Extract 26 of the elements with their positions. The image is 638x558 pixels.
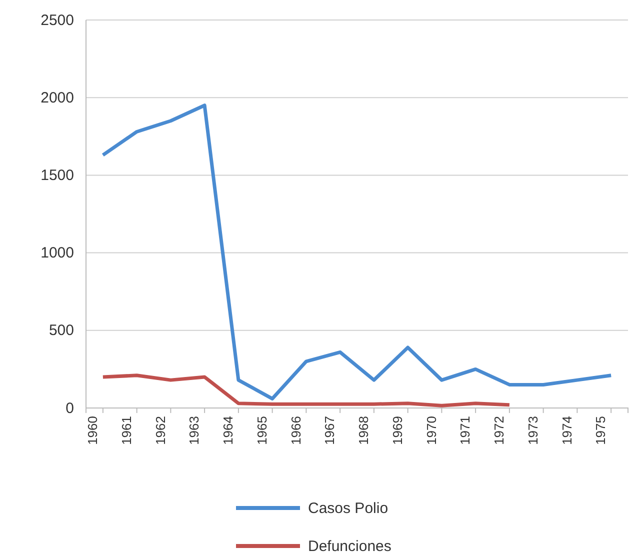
y-tick-label: 1000: [40, 244, 74, 262]
legend-label: Casos Polio: [308, 500, 388, 517]
x-tick-label: 1963: [186, 416, 202, 445]
x-tick-label: 1961: [118, 416, 134, 445]
x-tick-label: 1972: [492, 416, 507, 445]
x-tick-label: 1967: [322, 416, 338, 445]
x-tick-label: 1968: [356, 416, 372, 445]
x-tick-label: 1971: [458, 416, 473, 445]
x-tick-label: 1974: [559, 416, 574, 445]
y-tick-label: 2500: [40, 12, 74, 29]
y-tick-label: 0: [66, 400, 74, 417]
y-tick-label: 500: [48, 322, 74, 340]
x-tick-label: 1962: [152, 416, 168, 445]
y-tick-label: 2000: [40, 89, 74, 106]
x-tick-label: 1964: [220, 416, 236, 445]
x-tick-label: 1975: [593, 416, 608, 445]
x-tick-label: 1965: [254, 416, 270, 445]
x-tick-label: 1966: [288, 416, 304, 445]
line-series: [101, 374, 512, 408]
x-tick-label: 1970: [424, 416, 439, 445]
line-series: [101, 104, 613, 400]
y-tick-label: 1500: [40, 167, 74, 184]
x-tick-label: 1973: [525, 416, 540, 445]
x-tick-label: 1969: [390, 416, 405, 445]
x-tick-label: 1960: [85, 416, 100, 445]
legend-label: Defunciones: [308, 538, 392, 555]
